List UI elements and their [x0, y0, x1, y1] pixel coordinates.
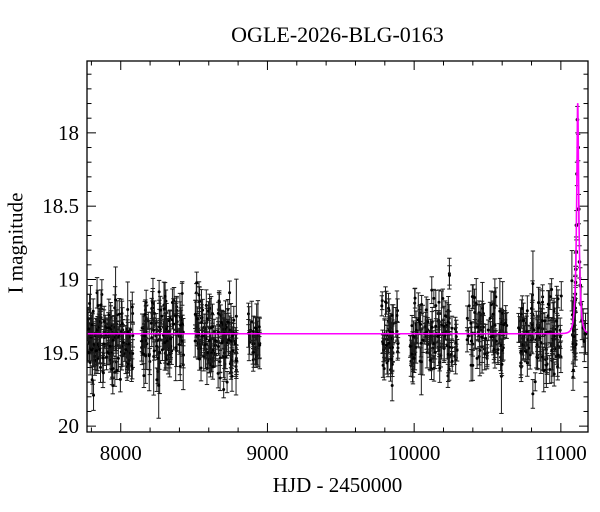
y-tick-label: 18.5	[42, 194, 79, 218]
y-tick-label: 18	[58, 121, 79, 145]
x-axis-label: HJD - 2450000	[272, 473, 403, 497]
model-curve	[87, 103, 588, 335]
y-tick-label: 19	[58, 267, 79, 291]
x-tick-label: 9000	[246, 441, 288, 465]
data-points-group	[87, 105, 588, 419]
y-tick-label: 20	[58, 414, 79, 438]
x-tick-label: 8000	[100, 441, 142, 465]
plot-frame	[86, 60, 589, 433]
y-tick-label: 19.5	[42, 341, 79, 365]
y-axis-label: I magnitude	[3, 192, 28, 294]
x-tick-label: 11000	[535, 441, 587, 465]
x-tick-label: 10000	[388, 441, 441, 465]
plot-title: OGLE-2026-BLG-0163	[231, 22, 444, 47]
